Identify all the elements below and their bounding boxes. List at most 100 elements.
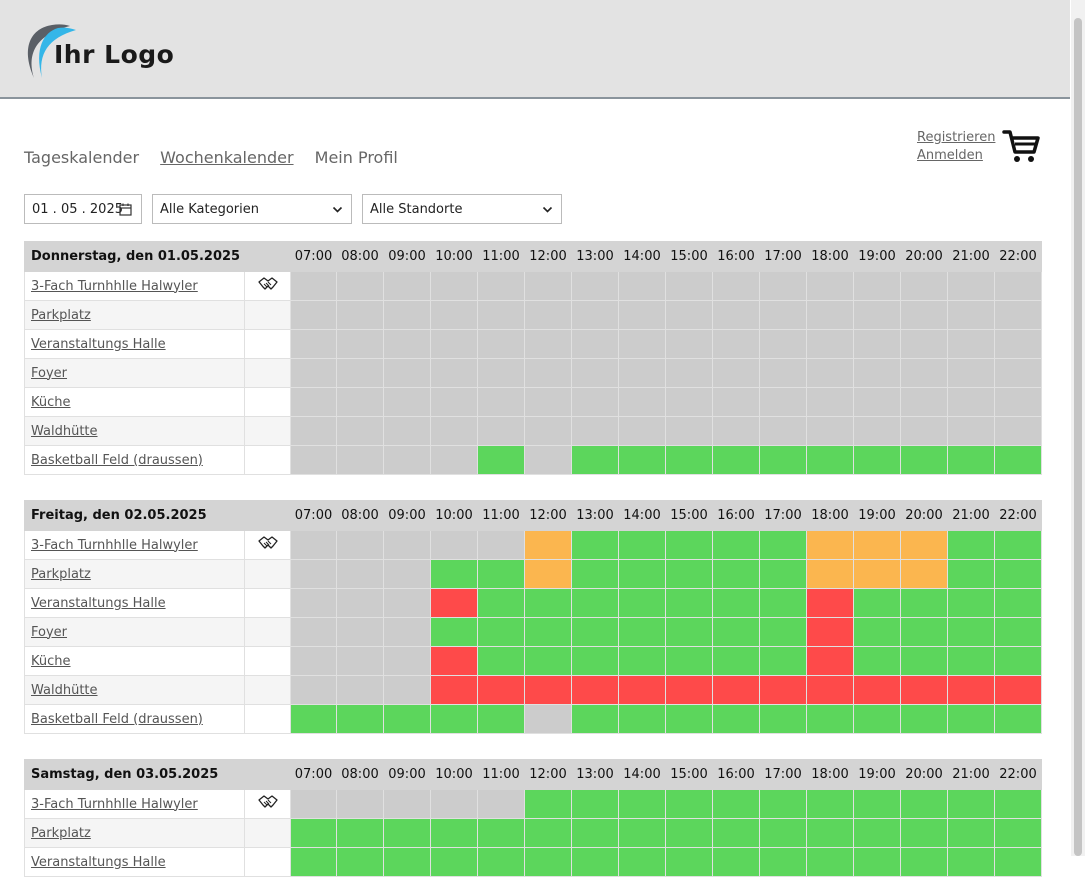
slot-booked[interactable] — [524, 675, 572, 705]
slot-free[interactable] — [994, 818, 1042, 848]
slot-free[interactable] — [571, 559, 619, 589]
slot-free[interactable] — [477, 704, 525, 734]
slot-booked[interactable] — [430, 646, 478, 676]
slot-free[interactable] — [571, 617, 619, 647]
slot-free[interactable] — [618, 530, 666, 560]
room-link[interactable]: 3-Fach Turnhhlle Halwyler — [31, 796, 198, 812]
slot-free[interactable] — [853, 704, 901, 734]
handshake-icon[interactable] — [257, 276, 278, 292]
slot-free[interactable] — [947, 617, 995, 647]
slot-free[interactable] — [336, 704, 384, 734]
slot-free[interactable] — [900, 704, 948, 734]
login-link[interactable]: Anmelden — [917, 148, 983, 163]
slot-free[interactable] — [712, 818, 760, 848]
slot-booked[interactable] — [806, 675, 854, 705]
slot-free[interactable] — [383, 818, 431, 848]
slot-free[interactable] — [759, 789, 807, 819]
slot-free[interactable] — [994, 559, 1042, 589]
slot-free[interactable] — [430, 847, 478, 877]
slot-free[interactable] — [524, 789, 572, 819]
slot-free[interactable] — [759, 588, 807, 618]
slot-free[interactable] — [290, 818, 337, 848]
slot-free[interactable] — [524, 847, 572, 877]
nav-tageskalender[interactable]: Tageskalender — [24, 148, 140, 167]
slot-free[interactable] — [994, 445, 1042, 475]
slot-free[interactable] — [759, 445, 807, 475]
slot-free[interactable] — [900, 818, 948, 848]
slot-booked[interactable] — [430, 588, 478, 618]
slot-free[interactable] — [759, 617, 807, 647]
slot-free[interactable] — [430, 818, 478, 848]
slot-booked[interactable] — [900, 675, 948, 705]
room-link[interactable]: Basketball Feld (draussen) — [31, 452, 203, 468]
room-link[interactable]: Foyer — [31, 624, 68, 640]
slot-free[interactable] — [290, 847, 337, 877]
slot-booked[interactable] — [853, 675, 901, 705]
slot-free[interactable] — [900, 588, 948, 618]
date-input[interactable]: 01 . 05 . 2025 — [24, 194, 142, 224]
handshake-icon[interactable] — [257, 794, 278, 810]
slot-free[interactable] — [853, 588, 901, 618]
room-link[interactable]: Parkplatz — [31, 825, 91, 841]
calendar-icon[interactable] — [119, 203, 132, 216]
slot-free[interactable] — [618, 847, 666, 877]
slot-free[interactable] — [336, 847, 384, 877]
slot-booked[interactable] — [665, 675, 713, 705]
room-link[interactable]: Parkplatz — [31, 307, 91, 323]
slot-free[interactable] — [712, 559, 760, 589]
slot-free[interactable] — [477, 646, 525, 676]
slot-free[interactable] — [618, 559, 666, 589]
logo[interactable]: Ihr Logo — [18, 22, 198, 82]
slot-reserved[interactable] — [853, 530, 901, 560]
slot-free[interactable] — [618, 646, 666, 676]
slot-free[interactable] — [618, 588, 666, 618]
slot-free[interactable] — [665, 818, 713, 848]
slot-free[interactable] — [336, 818, 384, 848]
slot-free[interactable] — [947, 588, 995, 618]
slot-free[interactable] — [994, 704, 1042, 734]
handshake-icon[interactable] — [257, 535, 278, 551]
slot-free[interactable] — [571, 818, 619, 848]
slot-free[interactable] — [524, 646, 572, 676]
slot-free[interactable] — [618, 818, 666, 848]
slot-free[interactable] — [524, 588, 572, 618]
room-link[interactable]: Basketball Feld (draussen) — [31, 711, 203, 727]
slot-free[interactable] — [571, 646, 619, 676]
slot-free[interactable] — [290, 704, 337, 734]
slot-free[interactable] — [618, 704, 666, 734]
slot-reserved[interactable] — [524, 559, 572, 589]
slot-free[interactable] — [947, 530, 995, 560]
slot-free[interactable] — [853, 818, 901, 848]
slot-free[interactable] — [430, 617, 478, 647]
nav-wochenkalender[interactable]: Wochenkalender — [160, 148, 294, 167]
slot-booked[interactable] — [759, 675, 807, 705]
nav-mein-profil[interactable]: Mein Profil — [314, 148, 398, 167]
slot-free[interactable] — [430, 704, 478, 734]
slot-free[interactable] — [947, 704, 995, 734]
slot-free[interactable] — [900, 445, 948, 475]
room-link[interactable]: Küche — [31, 653, 71, 669]
slot-booked[interactable] — [806, 617, 854, 647]
slot-free[interactable] — [759, 530, 807, 560]
slot-free[interactable] — [665, 704, 713, 734]
slot-free[interactable] — [383, 704, 431, 734]
room-link[interactable]: Waldhütte — [31, 423, 98, 439]
slot-reserved[interactable] — [853, 559, 901, 589]
slot-free[interactable] — [947, 847, 995, 877]
slot-free[interactable] — [665, 559, 713, 589]
slot-booked[interactable] — [947, 675, 995, 705]
slot-free[interactable] — [900, 617, 948, 647]
slot-reserved[interactable] — [900, 559, 948, 589]
slot-free[interactable] — [994, 646, 1042, 676]
slot-reserved[interactable] — [900, 530, 948, 560]
slot-free[interactable] — [712, 445, 760, 475]
room-link[interactable]: Veranstaltungs Halle — [31, 336, 166, 352]
slot-free[interactable] — [994, 588, 1042, 618]
slot-free[interactable] — [759, 704, 807, 734]
register-link[interactable]: Registrieren — [917, 130, 996, 145]
slot-free[interactable] — [900, 847, 948, 877]
room-link[interactable]: Küche — [31, 394, 71, 410]
slot-free[interactable] — [618, 789, 666, 819]
slot-free[interactable] — [665, 646, 713, 676]
slot-free[interactable] — [571, 704, 619, 734]
